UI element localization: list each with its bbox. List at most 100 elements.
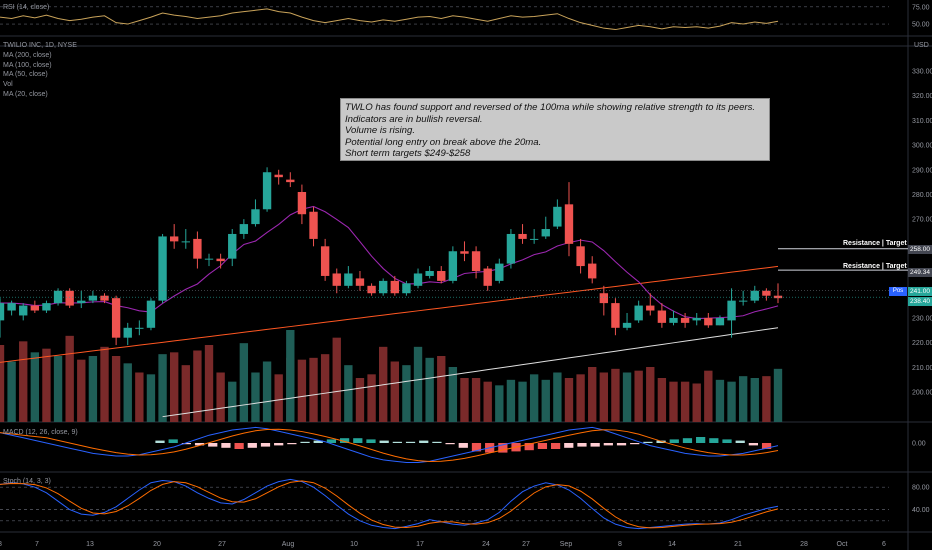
candle-body	[762, 290, 771, 296]
candle-body	[251, 209, 260, 225]
candle-body	[100, 295, 109, 301]
volume-bar	[402, 365, 411, 422]
volume-bar	[576, 374, 585, 422]
candle-body	[274, 174, 283, 178]
volume-bar	[332, 337, 341, 422]
volume-bar	[553, 372, 562, 422]
price-tick-label: 310.00	[912, 118, 932, 125]
legend-ma20[interactable]: MA (20, close)	[3, 90, 48, 98]
volume-bar	[669, 381, 678, 422]
macd-histogram-bar	[735, 440, 745, 443]
volume-bar	[704, 370, 713, 422]
level-badge-249: 249.34	[908, 268, 932, 277]
analysis-annotation[interactable]: TWLO has found support and reversed of t…	[340, 98, 770, 161]
x-axis-tick-label: 27	[218, 541, 226, 548]
candle-body	[692, 317, 701, 321]
candle-body	[146, 300, 156, 328]
macd-histogram-bar	[471, 443, 482, 452]
macd-histogram-bar	[761, 443, 772, 449]
candle-body	[204, 258, 214, 260]
last-price-badge: 241.00	[908, 287, 932, 296]
volume-bar	[7, 361, 16, 422]
candle-body	[7, 303, 16, 311]
macd-histogram-bar	[709, 438, 719, 443]
volume-bar	[506, 379, 516, 422]
macd-histogram-bar	[550, 443, 561, 449]
x-axis-tick-label: 10	[350, 541, 358, 548]
macd-histogram-bar	[366, 439, 376, 443]
candle-body	[53, 290, 63, 304]
x-axis-tick-label: 27	[522, 541, 530, 548]
rsi-line	[0, 8, 779, 31]
legend-ma100[interactable]: MA (100, close)	[3, 61, 52, 69]
price-tick-label: 210.00	[912, 365, 932, 372]
volume-bar	[262, 361, 272, 422]
macd-tick-label: 0.00	[912, 441, 926, 448]
volume-bar	[437, 356, 446, 422]
volume-bar	[611, 368, 620, 422]
volume-bar	[750, 378, 759, 422]
macd-histogram-bar	[630, 443, 640, 445]
volume-bar	[239, 343, 249, 422]
volume-bar	[42, 348, 51, 422]
candle-body	[669, 317, 678, 323]
volume-bar	[773, 368, 783, 422]
volume-bar	[495, 385, 504, 422]
macd-histogram-bar	[537, 443, 548, 449]
x-axis-tick-label: 7	[35, 541, 39, 548]
stoch-k-line	[0, 478, 779, 530]
candle-body	[30, 305, 40, 311]
candle-body	[135, 327, 144, 329]
candle-body	[111, 298, 121, 338]
level-badge-258: 258.00	[908, 245, 932, 254]
candle-body	[19, 305, 28, 316]
x-axis-tick-label: 8	[0, 541, 2, 548]
candle-body	[518, 233, 527, 239]
candle-body	[216, 258, 225, 262]
volume-bar	[599, 372, 609, 422]
volume-bar	[646, 367, 655, 422]
price-tick-label: 270.00	[912, 217, 932, 224]
macd-histogram-bar	[234, 443, 244, 449]
x-axis-tick-label: 21	[734, 541, 742, 548]
candle-body	[262, 172, 272, 210]
candle-body	[123, 327, 132, 338]
volume-bar	[390, 361, 399, 422]
volume-bar	[30, 352, 40, 422]
price-tick-label: 300.00	[912, 143, 932, 150]
volume-bar	[77, 359, 86, 422]
volume-bar	[228, 381, 237, 422]
volume-bar	[181, 365, 190, 422]
position-tag[interactable]: Pos	[889, 287, 907, 296]
volume-bar	[169, 352, 179, 422]
macd-histogram-bar	[208, 443, 218, 447]
macd-histogram-bar	[432, 441, 442, 443]
legend-vol[interactable]: Vol	[3, 81, 13, 89]
macd-histogram-bar	[181, 443, 191, 445]
candle-body	[169, 236, 179, 242]
macd-histogram-bar	[300, 441, 310, 443]
macd-histogram-bar	[696, 437, 706, 443]
candle-body	[576, 246, 585, 267]
volume-bar	[622, 372, 632, 422]
x-axis-tick-label: 13	[86, 541, 94, 548]
ma50-line	[0, 265, 779, 363]
volume-bar	[146, 374, 156, 422]
volume-bar	[727, 381, 736, 422]
legend-ma200[interactable]: MA (200, close)	[3, 52, 52, 59]
stoch-tick-label: 40.00	[912, 507, 930, 514]
candle-body	[529, 238, 539, 240]
macd-pane-title: MACD (12, 26, close, 9)	[3, 429, 78, 436]
candle-body	[657, 310, 667, 323]
macd-histogram-bar	[656, 440, 666, 443]
candle-body	[483, 268, 492, 286]
volume-bar	[692, 383, 701, 422]
macd-histogram-bar	[287, 443, 297, 445]
legend-ma50[interactable]: MA (50, close)	[3, 71, 48, 79]
price-tick-label: 220.00	[912, 340, 932, 347]
x-axis-tick-label: 24	[482, 541, 490, 548]
candle-body	[181, 241, 190, 243]
macd-histogram-bar	[339, 438, 350, 443]
volume-bar	[541, 379, 550, 422]
